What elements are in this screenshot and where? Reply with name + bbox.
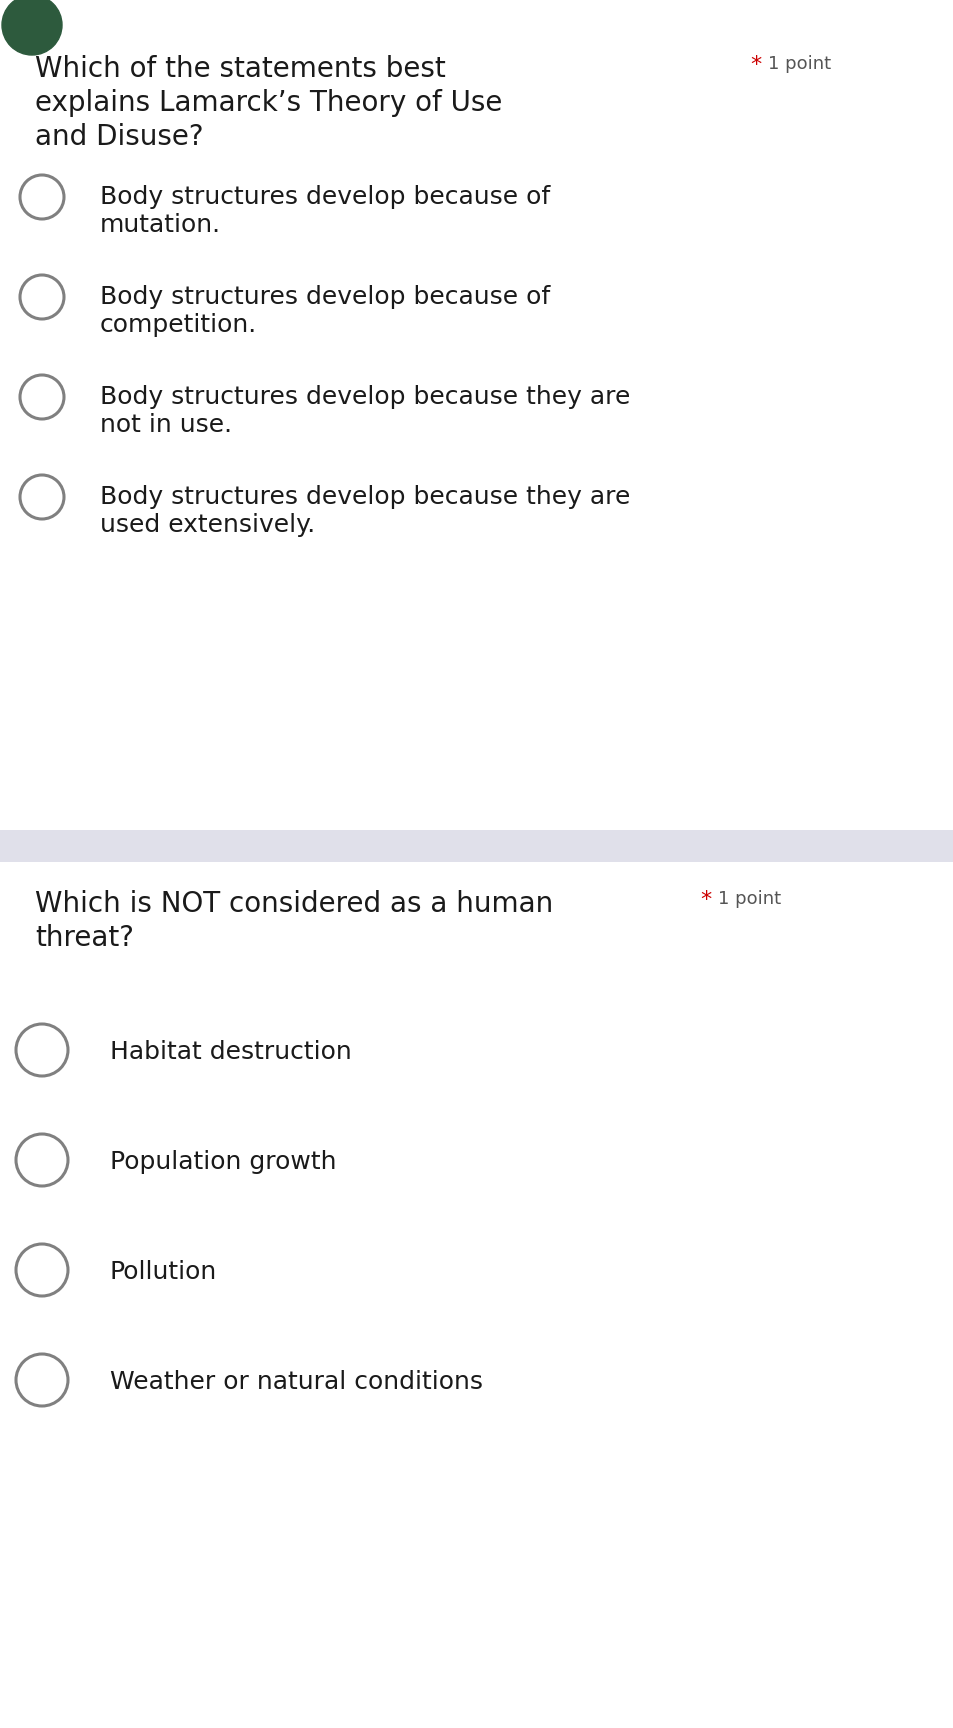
Text: and Disuse?: and Disuse? xyxy=(35,123,203,150)
Text: mutation.: mutation. xyxy=(100,213,221,237)
Text: 1 point: 1 point xyxy=(718,890,781,907)
Text: not in use.: not in use. xyxy=(100,413,232,437)
Text: used extensively.: used extensively. xyxy=(100,513,314,537)
Text: competition.: competition. xyxy=(100,313,257,337)
Text: Pollution: Pollution xyxy=(110,1260,217,1284)
Text: Which is NOT considered as a human: Which is NOT considered as a human xyxy=(35,890,553,918)
Text: Population growth: Population growth xyxy=(110,1151,336,1173)
Text: *: * xyxy=(700,890,711,911)
Text: Body structures develop because of: Body structures develop because of xyxy=(100,185,550,209)
Text: *: * xyxy=(749,55,760,74)
Text: Body structures develop because they are: Body structures develop because they are xyxy=(100,385,630,410)
Circle shape xyxy=(2,0,62,55)
Text: Weather or natural conditions: Weather or natural conditions xyxy=(110,1370,482,1394)
Text: Body structures develop because they are: Body structures develop because they are xyxy=(100,486,630,510)
Text: Body structures develop because of: Body structures develop because of xyxy=(100,285,550,309)
Text: Habitat destruction: Habitat destruction xyxy=(110,1040,352,1064)
Text: 1 point: 1 point xyxy=(767,55,830,73)
Text: explains Lamarck’s Theory of Use: explains Lamarck’s Theory of Use xyxy=(35,90,502,118)
Text: threat?: threat? xyxy=(35,924,133,952)
FancyBboxPatch shape xyxy=(0,829,953,862)
Text: Which of the statements best: Which of the statements best xyxy=(35,55,445,83)
